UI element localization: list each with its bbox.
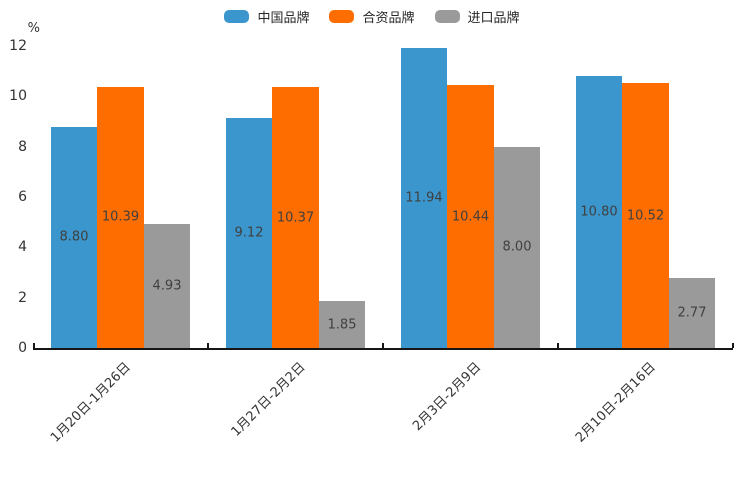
bar: 10.37 bbox=[272, 87, 319, 348]
legend-swatch-icon bbox=[224, 10, 250, 23]
x-category-label: 1月20日-1月26日 bbox=[48, 359, 134, 446]
plot-area: 8.80 10.39 4.93 9.12 10.37 1.85 11.94 10.44 8.00… bbox=[33, 46, 734, 350]
bar: 1.85 bbox=[318, 301, 366, 348]
legend-swatch-icon bbox=[329, 10, 355, 23]
bar-value-label: 10.37 bbox=[276, 210, 315, 226]
legend-label: 中国品牌 bbox=[257, 11, 310, 26]
y-tick-label: 8 bbox=[18, 138, 27, 155]
chart-legend: 中国品牌 合资品牌 进口品牌 bbox=[0, 7, 744, 26]
bar-value-label: 8.00 bbox=[502, 239, 532, 255]
x-axis-tick bbox=[557, 343, 559, 348]
bar-value-label: 10.52 bbox=[626, 208, 665, 224]
y-tick-label: 10 bbox=[9, 88, 27, 105]
bar-value-label: 11.94 bbox=[405, 190, 443, 206]
y-tick-label: 12 bbox=[9, 38, 27, 54]
y-axis-unit-label: % bbox=[27, 21, 40, 36]
x-category-label: 1月27日-2月2日 bbox=[228, 359, 309, 440]
bar-value-label: 8.80 bbox=[59, 229, 89, 245]
y-axis-labels: 0 2 4 6 8 10 12 bbox=[0, 38, 27, 356]
bar: 10.80 bbox=[575, 76, 623, 348]
x-category-label: 2月3日-2月9日 bbox=[409, 359, 484, 434]
bar: 8.80 bbox=[50, 126, 98, 348]
bar-value-label: 9.12 bbox=[234, 225, 264, 241]
y-tick-label: 4 bbox=[18, 239, 27, 256]
legend-swatch-icon bbox=[434, 10, 460, 23]
bar: 8.00 bbox=[493, 146, 541, 348]
bar-value-label: 4.93 bbox=[152, 278, 182, 294]
bar: 4.93 bbox=[143, 223, 191, 348]
legend-item[interactable]: 进口品牌 bbox=[434, 7, 520, 26]
bar: 9.12 bbox=[225, 118, 273, 348]
bar-value-label: 2.77 bbox=[677, 305, 707, 321]
y-tick-label: 2 bbox=[18, 289, 27, 306]
y-tick-label: 0 bbox=[18, 340, 27, 356]
legend-item[interactable]: 合资品牌 bbox=[329, 7, 415, 26]
x-axis-tick bbox=[33, 343, 35, 348]
y-tick-label: 6 bbox=[18, 189, 27, 205]
bar-value-label: 10.44 bbox=[451, 209, 490, 225]
legend-label: 进口品牌 bbox=[467, 11, 520, 26]
bar: 2.77 bbox=[668, 278, 716, 348]
x-axis-labels: 1月20日-1月26日 1月27日-2月2日 2月3日-2月9日 2月10日-2月16… bbox=[33, 357, 733, 477]
x-category-label: 2月10日-2月16日 bbox=[573, 359, 659, 446]
legend-item[interactable]: 中国品牌 bbox=[224, 7, 309, 26]
x-axis-tick bbox=[207, 343, 209, 348]
legend-label: 合资品牌 bbox=[362, 11, 415, 26]
bar: 10.52 bbox=[622, 83, 669, 348]
bar: 11.94 bbox=[400, 47, 448, 348]
bar: 10.39 bbox=[97, 86, 144, 348]
x-axis-tick bbox=[382, 343, 384, 348]
bar-value-label: 1.85 bbox=[327, 317, 357, 333]
x-axis-tick bbox=[732, 343, 734, 348]
bar: 10.44 bbox=[447, 85, 494, 348]
bar-value-label: 10.39 bbox=[101, 209, 140, 225]
bar-value-label: 10.80 bbox=[580, 204, 618, 220]
